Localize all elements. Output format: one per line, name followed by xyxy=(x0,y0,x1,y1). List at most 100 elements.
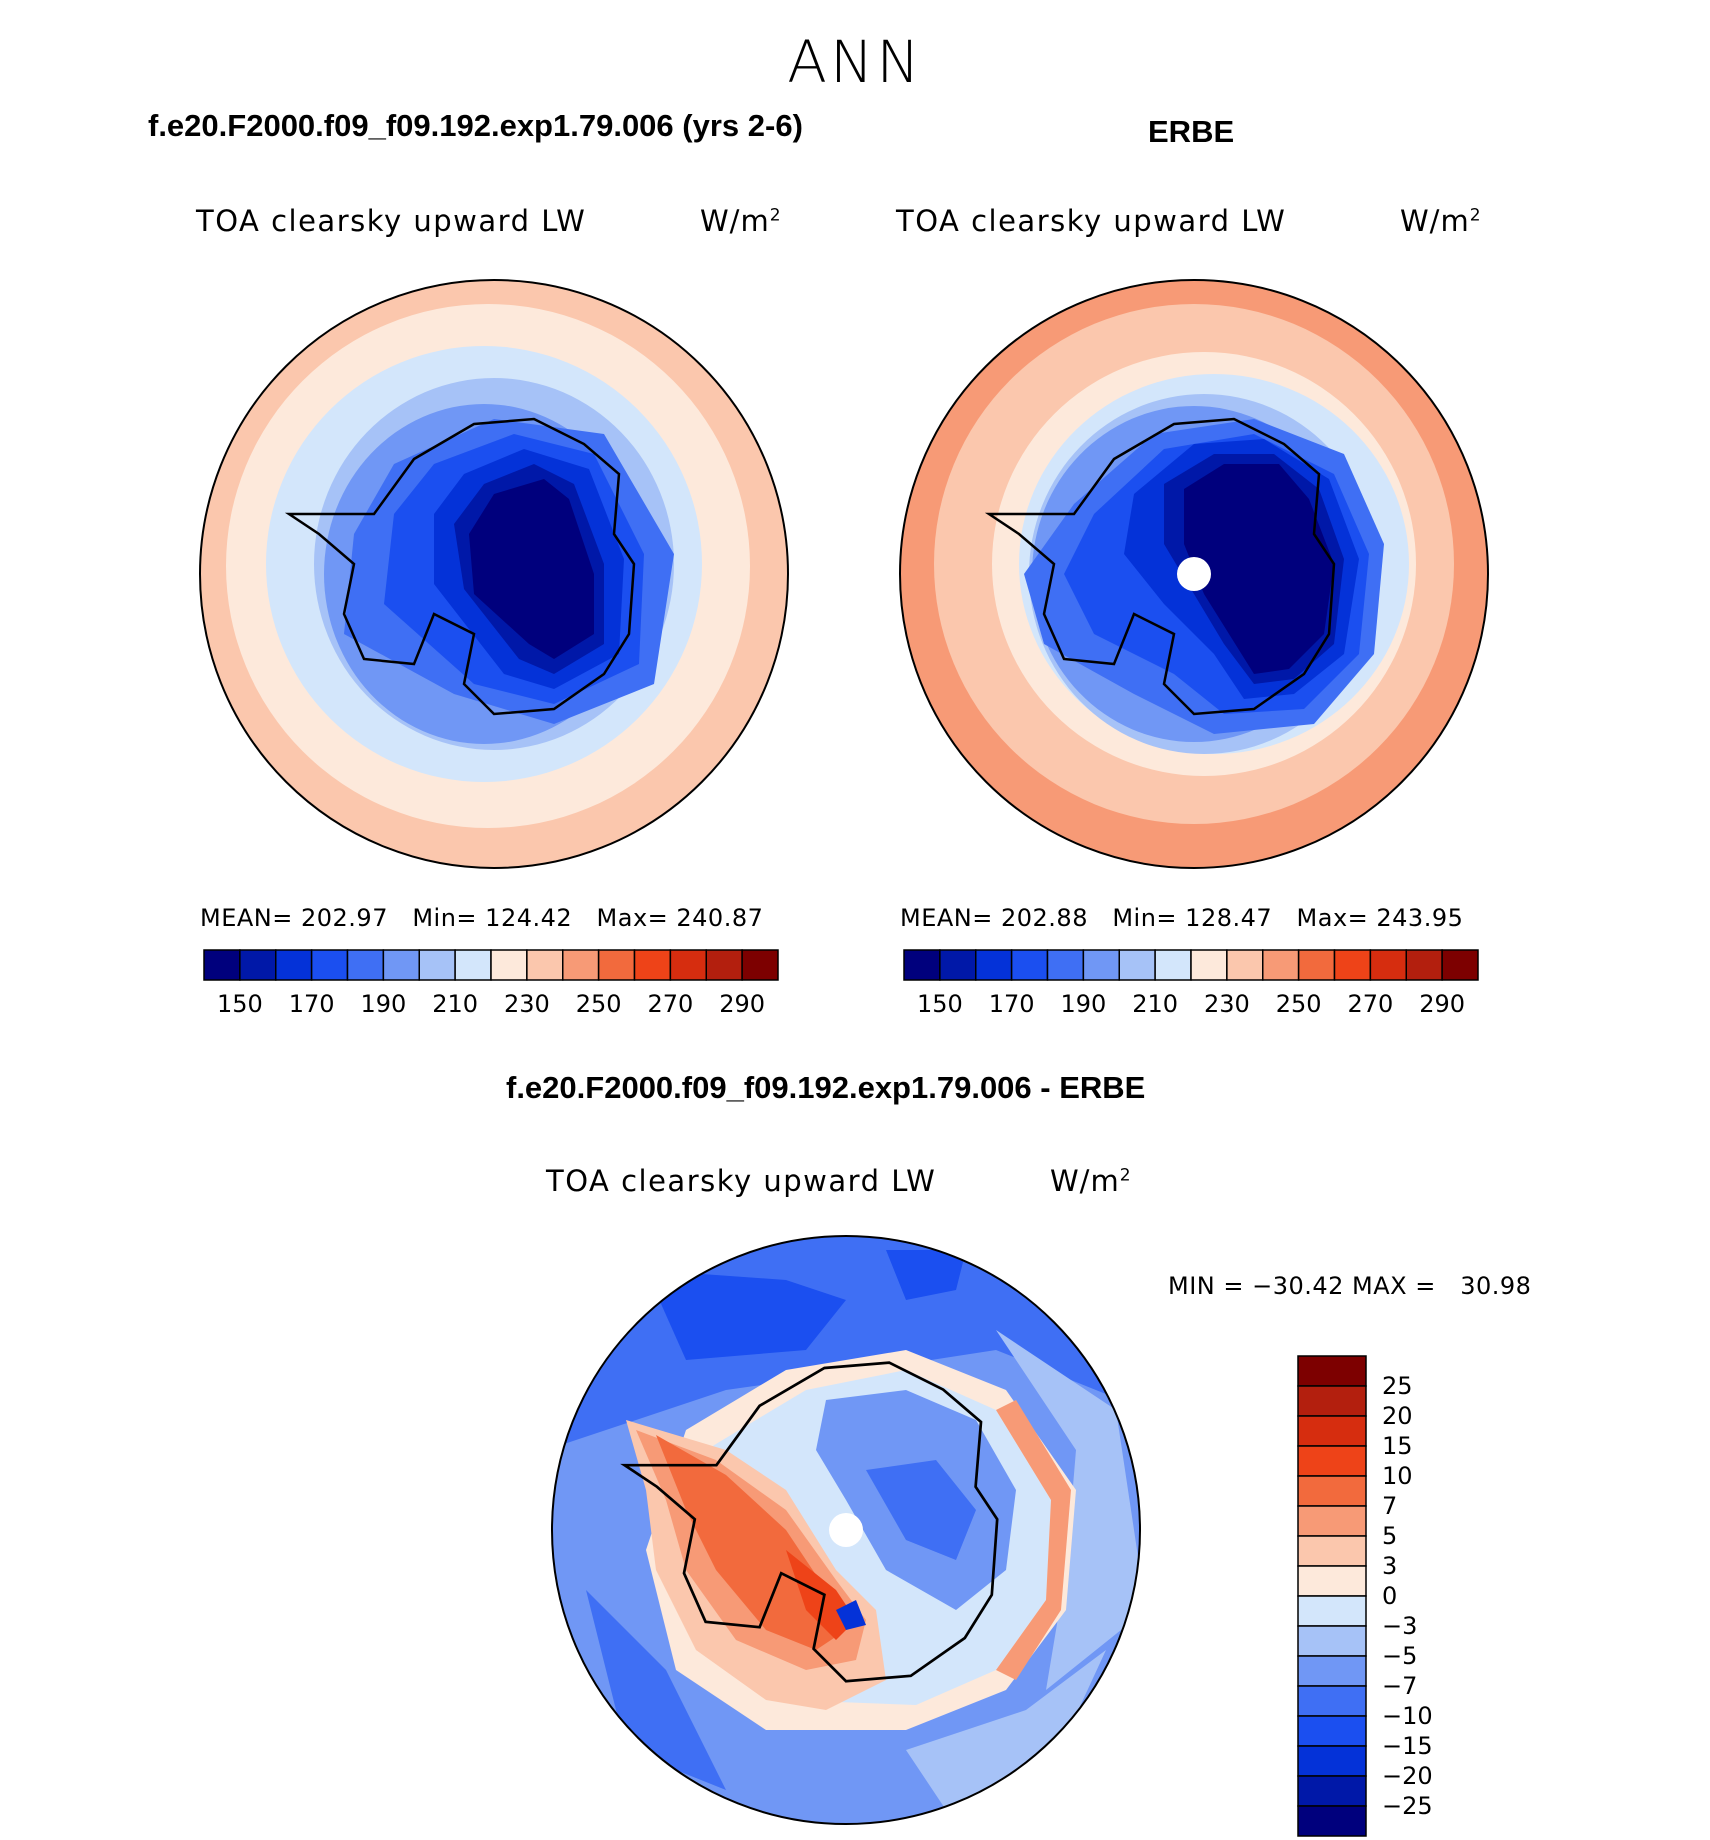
colorbar-swatch xyxy=(1297,1805,1367,1837)
colorbar-tick-label: 150 xyxy=(216,990,263,1018)
colorbar-tick-label: 270 xyxy=(647,990,694,1018)
colorbar-tick-label: 210 xyxy=(1132,990,1179,1018)
colorbar-swatch xyxy=(1297,1355,1367,1387)
colorbar-swatch xyxy=(1297,1715,1367,1747)
antarctica-coastline xyxy=(620,1361,999,1683)
panel2-stats: MEAN= 202.88 Min= 128.47 Max= 243.95 xyxy=(900,904,1464,932)
diff-colorbar-ticks: 25 20 15 10 7 5 3 0 −3 −5 −7 −10 −15 −20 −25 xyxy=(1378,1356,1498,1836)
colorbar-swatch xyxy=(741,949,779,981)
colorbar-tick-label: 15 xyxy=(1382,1432,1413,1460)
colorbar-swatch xyxy=(310,949,349,981)
panel1-stats: MEAN= 202.97 Min= 124.42 Max= 240.87 xyxy=(200,904,764,932)
panel2-units-label: W/m2 xyxy=(1400,204,1482,238)
panel1-colorbar-ticks: 150 170 190 210 230 250 270 290 xyxy=(204,990,778,1020)
colorbar-swatch xyxy=(1297,1415,1367,1447)
panel2-heading: ERBE xyxy=(1148,114,1235,149)
colorbar-swatch xyxy=(490,949,528,981)
colorbar-swatch xyxy=(1297,1685,1367,1717)
colorbar-tick-label: −7 xyxy=(1382,1672,1418,1700)
colorbar-tick-label: 190 xyxy=(360,990,407,1018)
colorbar-swatch xyxy=(346,949,385,981)
colorbar-swatch xyxy=(454,949,492,981)
colorbar-swatch xyxy=(939,949,977,981)
colorbar-swatch xyxy=(669,949,707,981)
colorbar-tick-label: 230 xyxy=(1203,990,1250,1018)
colorbar-tick-label: 230 xyxy=(503,990,550,1018)
panel1-variable-label: TOA clearsky upward LW xyxy=(196,204,587,238)
colorbar-tick-label: 190 xyxy=(1060,990,1107,1018)
colorbar-swatch xyxy=(1010,949,1049,981)
colorbar-swatch xyxy=(975,949,1013,981)
diff-polar-map xyxy=(551,1235,1141,1825)
colorbar-swatch xyxy=(1297,1445,1367,1477)
page-title: ANN xyxy=(787,28,923,96)
colorbar-tick-label: −5 xyxy=(1382,1642,1418,1670)
colorbar-swatch xyxy=(203,949,241,981)
colorbar-tick-label: 290 xyxy=(1419,990,1466,1018)
panel1-heading: f.e20.F2000.f09_f09.192.exp1.79.006 (yrs… xyxy=(148,108,803,143)
colorbar-swatch xyxy=(382,949,420,981)
panel1-colorbar xyxy=(203,949,779,981)
colorbar-swatch xyxy=(1297,1505,1367,1537)
colorbar-swatch xyxy=(1297,1655,1367,1687)
colorbar-swatch xyxy=(1297,1625,1367,1657)
colorbar-swatch xyxy=(1297,1565,1367,1597)
colorbar-swatch xyxy=(1190,949,1228,981)
colorbar-tick-label: 210 xyxy=(432,990,479,1018)
diff-colorbar xyxy=(1297,1355,1367,1837)
antarctica-coastline xyxy=(284,417,636,716)
colorbar-swatch xyxy=(1333,949,1372,981)
colorbar-tick-label: 20 xyxy=(1382,1402,1413,1430)
colorbar-swatch xyxy=(1297,1775,1367,1807)
colorbar-swatch xyxy=(1262,949,1300,981)
diff-heading: f.e20.F2000.f09_f09.192.exp1.79.006 - ER… xyxy=(506,1070,1146,1105)
colorbar-swatch xyxy=(1082,949,1120,981)
panel2-polar-map xyxy=(899,279,1489,869)
colorbar-tick-label: 5 xyxy=(1382,1522,1398,1550)
colorbar-swatch xyxy=(597,949,636,981)
colorbar-swatch xyxy=(418,949,456,981)
colorbar-tick-label: 250 xyxy=(575,990,622,1018)
colorbar-swatch xyxy=(1405,949,1443,981)
colorbar-swatch xyxy=(1118,949,1156,981)
diff-units-label: W/m2 xyxy=(1050,1164,1132,1198)
colorbar-swatch xyxy=(275,949,313,981)
colorbar-swatch xyxy=(903,949,941,981)
colorbar-tick-label: 10 xyxy=(1382,1462,1413,1490)
pole-hole xyxy=(1177,557,1211,591)
colorbar-tick-label: 150 xyxy=(916,990,963,1018)
colorbar-swatch xyxy=(1297,1475,1367,1507)
panel1-units-label: W/m2 xyxy=(700,204,782,238)
colorbar-swatch xyxy=(1441,949,1479,981)
colorbar-tick-label: 0 xyxy=(1382,1582,1398,1610)
colorbar-tick-label: 7 xyxy=(1382,1492,1398,1520)
colorbar-swatch xyxy=(1297,1385,1367,1417)
diff-stats: MIN = −30.42 MAX = 30.98 xyxy=(1168,1272,1532,1300)
diff-variable-label: TOA clearsky upward LW xyxy=(546,1164,937,1198)
colorbar-tick-label: −10 xyxy=(1382,1702,1433,1730)
colorbar-swatch xyxy=(1369,949,1407,981)
colorbar-swatch xyxy=(1297,1535,1367,1567)
colorbar-tick-label: 290 xyxy=(719,990,766,1018)
colorbar-swatch xyxy=(633,949,672,981)
colorbar-tick-label: 270 xyxy=(1347,990,1394,1018)
pole-hole xyxy=(829,1513,863,1547)
panel2-variable-label: TOA clearsky upward LW xyxy=(896,204,1287,238)
panel2-colorbar-ticks: 150 170 190 210 230 250 270 290 xyxy=(904,990,1478,1020)
colorbar-tick-label: 3 xyxy=(1382,1552,1398,1580)
colorbar-swatch xyxy=(1297,949,1336,981)
colorbar-swatch xyxy=(705,949,743,981)
colorbar-tick-label: −15 xyxy=(1382,1732,1433,1760)
panel2-colorbar xyxy=(903,949,1479,981)
antarctica-coastline xyxy=(984,417,1336,716)
colorbar-swatch xyxy=(1046,949,1085,981)
colorbar-tick-label: −25 xyxy=(1382,1792,1433,1820)
colorbar-swatch xyxy=(562,949,600,981)
colorbar-tick-label: −3 xyxy=(1382,1612,1418,1640)
colorbar-swatch xyxy=(1297,1595,1367,1627)
colorbar-tick-label: 250 xyxy=(1275,990,1322,1018)
colorbar-tick-label: 170 xyxy=(288,990,335,1018)
colorbar-tick-label: −20 xyxy=(1382,1762,1433,1790)
colorbar-swatch xyxy=(1297,1745,1367,1777)
colorbar-swatch xyxy=(526,949,564,981)
